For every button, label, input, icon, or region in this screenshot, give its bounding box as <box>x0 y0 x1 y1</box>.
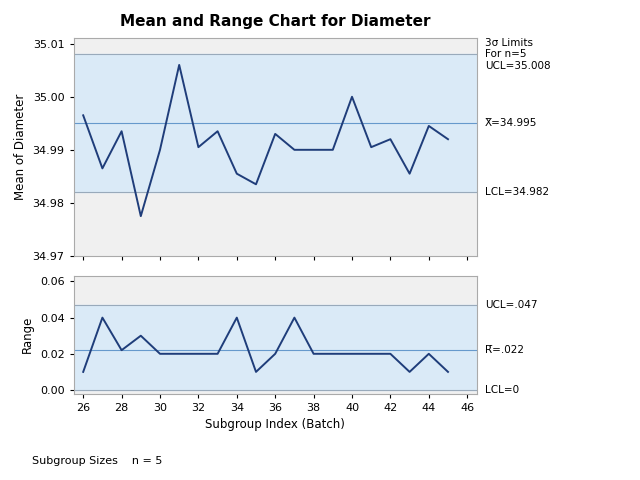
Y-axis label: Range: Range <box>21 316 35 353</box>
Text: LCL=0: LCL=0 <box>485 385 519 395</box>
Y-axis label: Mean of Diameter: Mean of Diameter <box>14 94 27 200</box>
Text: Subgroup Sizes    n = 5: Subgroup Sizes n = 5 <box>32 456 163 466</box>
Text: R̅=.022: R̅=.022 <box>485 345 524 355</box>
Text: UCL=.047: UCL=.047 <box>485 300 538 310</box>
Text: LCL=34.982: LCL=34.982 <box>485 187 549 197</box>
X-axis label: Subgroup Index (Batch): Subgroup Index (Batch) <box>205 418 345 431</box>
Bar <box>74 305 477 390</box>
Text: 3σ Limits
For n=5
UCL=35.008: 3σ Limits For n=5 UCL=35.008 <box>485 38 550 71</box>
Text: Mean and Range Chart for Diameter: Mean and Range Chart for Diameter <box>120 14 431 29</box>
Bar <box>74 54 477 192</box>
Text: X̅=34.995: X̅=34.995 <box>485 118 537 128</box>
